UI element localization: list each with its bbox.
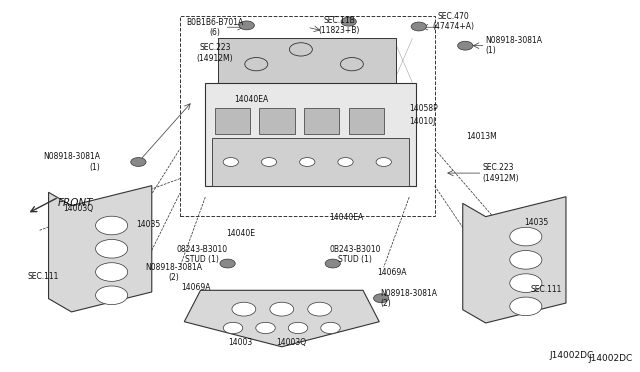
Text: N08918-3081A
(2): N08918-3081A (2): [145, 263, 202, 282]
Text: 14040E: 14040E: [226, 230, 255, 238]
Text: 14003Q: 14003Q: [276, 339, 307, 347]
Polygon shape: [218, 38, 396, 83]
Text: 14035: 14035: [525, 218, 548, 227]
Text: SEC.223
(14912M): SEC.223 (14912M): [483, 163, 519, 183]
Circle shape: [411, 22, 426, 31]
Circle shape: [510, 227, 542, 246]
Text: N08918-3081A
(1): N08918-3081A (1): [486, 36, 543, 55]
Text: 14010J: 14010J: [409, 117, 436, 126]
Text: SEC.11B
(11823+B): SEC.11B (11823+B): [319, 16, 360, 35]
Text: 14003Q: 14003Q: [63, 203, 93, 213]
Text: B0B1B6-B701A
(6): B0B1B6-B701A (6): [186, 17, 243, 37]
Circle shape: [308, 302, 332, 316]
Circle shape: [458, 41, 473, 50]
Circle shape: [223, 322, 243, 334]
Text: 14058P: 14058P: [409, 104, 438, 113]
Text: N08918-3081A
(1): N08918-3081A (1): [43, 152, 100, 172]
Circle shape: [338, 158, 353, 166]
Text: 14069A: 14069A: [378, 268, 407, 277]
Circle shape: [270, 302, 294, 316]
Circle shape: [223, 158, 239, 166]
Polygon shape: [304, 109, 339, 134]
Circle shape: [261, 158, 276, 166]
Text: J14002DC: J14002DC: [588, 354, 632, 363]
Circle shape: [510, 297, 542, 316]
Text: 14035: 14035: [136, 220, 160, 229]
Polygon shape: [349, 109, 384, 134]
Circle shape: [95, 240, 128, 258]
Polygon shape: [212, 138, 409, 186]
Circle shape: [341, 17, 356, 26]
Text: FRONT: FRONT: [58, 198, 93, 208]
Circle shape: [239, 21, 254, 30]
Circle shape: [95, 263, 128, 281]
Circle shape: [300, 158, 315, 166]
Polygon shape: [184, 290, 380, 347]
Circle shape: [220, 259, 236, 268]
Circle shape: [288, 322, 308, 334]
Text: 14040EA: 14040EA: [234, 95, 268, 104]
Polygon shape: [259, 109, 294, 134]
Polygon shape: [49, 186, 152, 312]
Text: SEC.111: SEC.111: [531, 285, 562, 294]
Text: N08918-3081A
(2): N08918-3081A (2): [381, 289, 438, 308]
Text: 14013M: 14013M: [467, 132, 497, 141]
Circle shape: [321, 322, 340, 334]
Circle shape: [95, 286, 128, 305]
Text: SEC.223
(14912M): SEC.223 (14912M): [196, 44, 233, 63]
Circle shape: [256, 322, 275, 334]
Text: 0B243-B3010
STUD (1): 0B243-B3010 STUD (1): [330, 245, 381, 264]
Text: SEC.111: SEC.111: [27, 272, 58, 281]
Text: 14040EA: 14040EA: [330, 213, 364, 222]
Text: 14069A: 14069A: [181, 283, 211, 292]
Circle shape: [131, 158, 146, 166]
Polygon shape: [205, 83, 415, 186]
Text: J14002DC: J14002DC: [550, 351, 594, 360]
Circle shape: [325, 259, 340, 268]
Circle shape: [510, 274, 542, 292]
Circle shape: [376, 158, 392, 166]
Text: SEC.470
(47474+A): SEC.470 (47474+A): [433, 12, 475, 31]
Polygon shape: [463, 197, 566, 323]
Text: 14003: 14003: [228, 339, 252, 347]
Polygon shape: [215, 109, 250, 134]
Circle shape: [510, 250, 542, 269]
Circle shape: [95, 216, 128, 235]
Text: 08243-B3010
STUD (1): 08243-B3010 STUD (1): [177, 245, 228, 264]
Circle shape: [232, 302, 256, 316]
Circle shape: [374, 294, 389, 303]
